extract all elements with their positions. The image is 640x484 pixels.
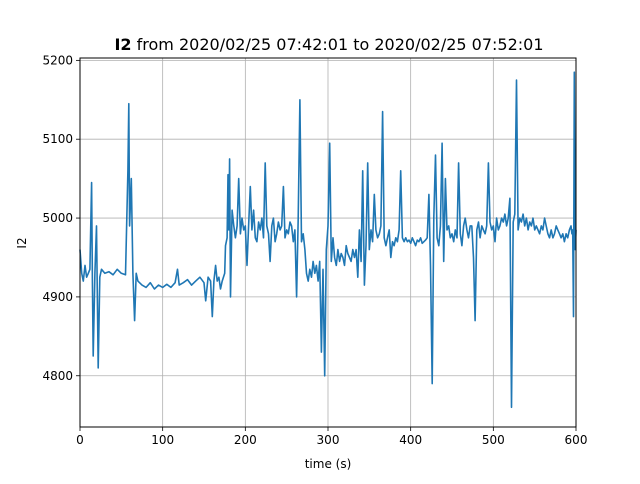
chart-title-bold: I2 [114,35,131,54]
chart-title: I2 from 2020/02/25 07:42:01 to 2020/02/2… [114,35,543,54]
x-axis-ticks: 0 100 200 300 400 500 600 [76,427,587,447]
x-tick-label: 500 [482,433,505,447]
plot-frame [79,57,577,428]
chart-title-rest: from 2020/02/25 07:42:01 to 2020/02/25 0… [132,35,544,54]
x-tick-label: 200 [234,433,257,447]
x-axis-label: time (s) [305,457,352,471]
x-tick-label: 600 [565,433,588,447]
y-axis-label: I2 [15,237,29,248]
x-tick-label: 300 [317,433,340,447]
series-line-i2 [79,71,577,409]
y-tick-label: 4900 [42,290,73,304]
y-tick-label: 5000 [42,211,73,225]
series-group [79,71,577,409]
x-tick-label: 400 [399,433,422,447]
y-tick-label: 4800 [42,369,73,383]
x-tick-label: 0 [76,433,84,447]
y-tick-label: 5200 [42,53,73,67]
y-tick-label: 5100 [42,132,73,146]
x-tick-label: 100 [151,433,174,447]
y-axis-ticks: 4800 4900 5000 5100 5200 [42,53,80,383]
grid-lines [79,58,577,427]
